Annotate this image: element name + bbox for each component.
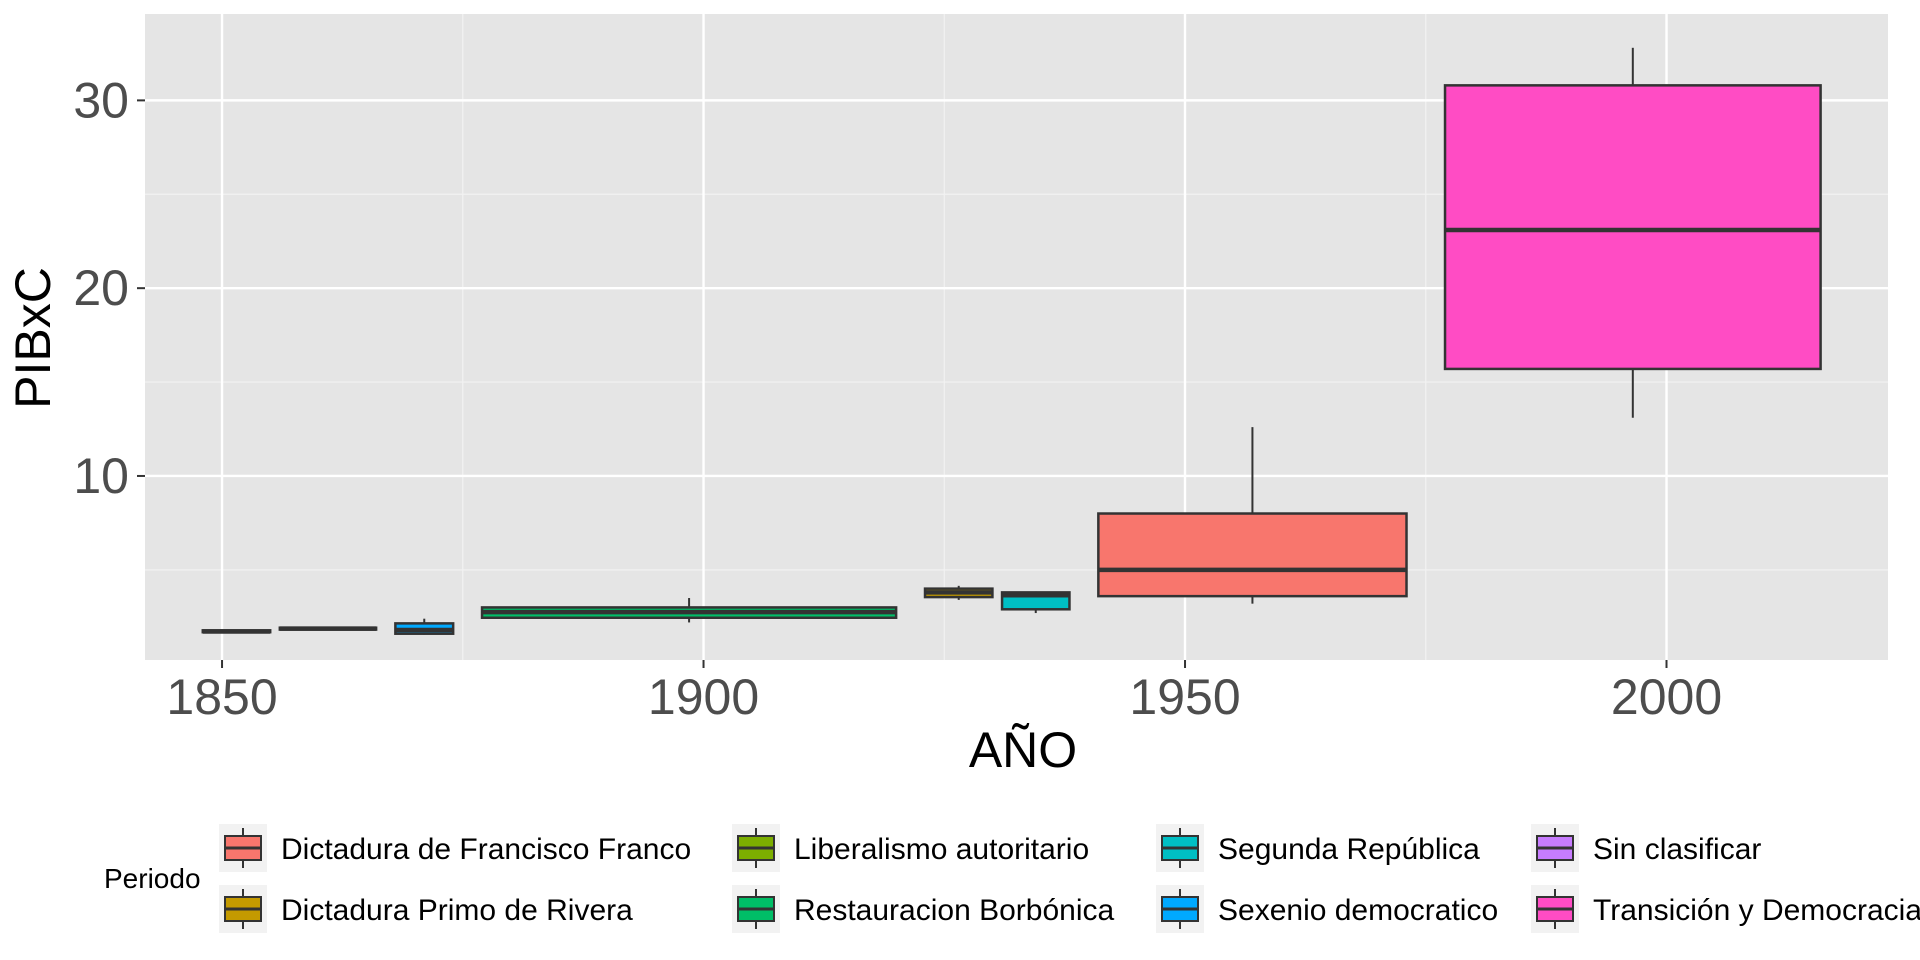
legend-label: Sexenio democratico [1218,894,1498,927]
legend-item: Sin clasificar [1531,824,1761,872]
legend-title: Periodo [104,863,201,894]
boxes [201,47,1822,635]
box-7 [1443,47,1822,418]
legend-label: Dictadura Primo de Rivera [281,894,633,927]
legend-item: Transición y Democracia [1531,885,1920,933]
y-tick-label: 30 [73,72,129,128]
box-body [1097,512,1408,598]
box-4 [923,585,994,600]
legend-item: Dictadura de Francisco Franco [219,824,691,872]
legend-item: Segunda República [1156,824,1480,872]
box-body [1443,84,1822,371]
x-tick-label: 1850 [166,669,277,725]
legend: Periodo Dictadura de Francisco Franco Dic… [104,824,1920,933]
legend-label: Liberalismo autoritario [794,833,1089,866]
box-1 [278,626,378,631]
box-6 [1097,427,1408,604]
legend-label: Restauracion Borbónica [794,894,1115,927]
legend-item: Restauracion Borbónica [732,885,1115,933]
x-tick-label: 1950 [1129,669,1240,725]
legend-label: Dictadura de Francisco Franco [281,833,691,866]
y-tick-label: 10 [73,448,129,504]
box-2 [394,618,455,635]
box-5 [1000,591,1071,614]
legend-item: Liberalismo autoritario [732,824,1089,872]
legend-item: Dictadura Primo de Rivera [219,885,633,933]
legend-item: Sexenio democratico [1156,885,1498,933]
legend-label: Transición y Democracia [1593,894,1920,927]
axes: 1850 1900 1950 2000 10 20 30 [73,72,1722,725]
box-3 [480,598,898,623]
y-tick-label: 20 [73,260,129,316]
y-axis-title: PIBxC [5,267,61,409]
legend-label: Segunda República [1218,833,1480,866]
legend-label: Sin clasificar [1593,833,1761,866]
x-tick-label: 1900 [648,669,759,725]
x-axis-title: AÑO [969,722,1077,778]
x-tick-label: 2000 [1611,669,1722,725]
box-0 [201,629,272,634]
